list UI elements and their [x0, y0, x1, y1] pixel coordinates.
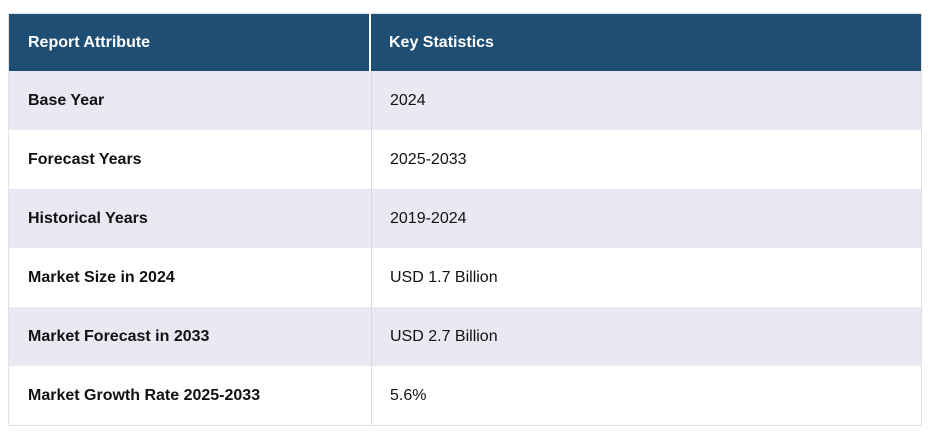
- value-cell: USD 1.7 Billion: [390, 268, 498, 286]
- table-row-market-forecast: Market Forecast in 2033 USD 2.7 Billion: [9, 307, 921, 366]
- attribute-cell: Forecast Years: [9, 130, 372, 189]
- table-row-base-year: Base Year 2024: [9, 71, 921, 130]
- attribute-cell: Base Year: [9, 71, 372, 130]
- table-row-forecast-years: Forecast Years 2025-2033: [9, 130, 921, 189]
- report-statistics-table: Report Attribute Key Statistics Base Yea…: [8, 13, 922, 426]
- value-cell: 2019-2024: [390, 209, 467, 227]
- table-row-growth-rate: Market Growth Rate 2025-2033 5.6%: [9, 366, 921, 425]
- attribute-cell: Market Forecast in 2033: [9, 307, 372, 366]
- attribute-cell: Market Size in 2024: [9, 248, 372, 307]
- value-cell: 2025-2033: [390, 150, 467, 168]
- attribute-cell: Market Growth Rate 2025-2033: [9, 366, 372, 425]
- header-cell-report-attribute: Report Attribute: [9, 14, 371, 71]
- table-row-historical-years: Historical Years 2019-2024: [9, 189, 921, 248]
- attribute-cell: Historical Years: [9, 189, 372, 248]
- header-cell-key-statistics: Key Statistics: [389, 33, 494, 51]
- table-header-row: Report Attribute Key Statistics: [9, 14, 921, 71]
- table-row-market-size: Market Size in 2024 USD 1.7 Billion: [9, 248, 921, 307]
- value-cell: USD 2.7 Billion: [390, 327, 498, 345]
- value-cell: 5.6%: [390, 386, 427, 404]
- value-cell: 2024: [390, 91, 426, 109]
